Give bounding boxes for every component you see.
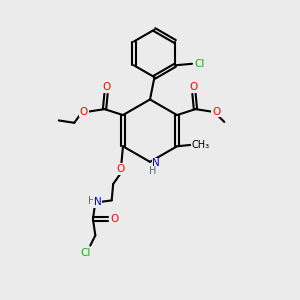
Text: Cl: Cl <box>194 59 205 69</box>
Text: CH₃: CH₃ <box>192 140 210 150</box>
Text: Cl: Cl <box>80 248 91 258</box>
Text: O: O <box>212 106 220 116</box>
Text: O: O <box>102 82 110 92</box>
Text: H: H <box>88 196 95 206</box>
Text: N: N <box>152 158 160 168</box>
Text: H: H <box>149 167 156 176</box>
Text: O: O <box>110 214 118 224</box>
Text: O: O <box>80 106 88 116</box>
Text: O: O <box>117 164 125 174</box>
Text: N: N <box>94 197 102 207</box>
Text: O: O <box>190 82 198 92</box>
